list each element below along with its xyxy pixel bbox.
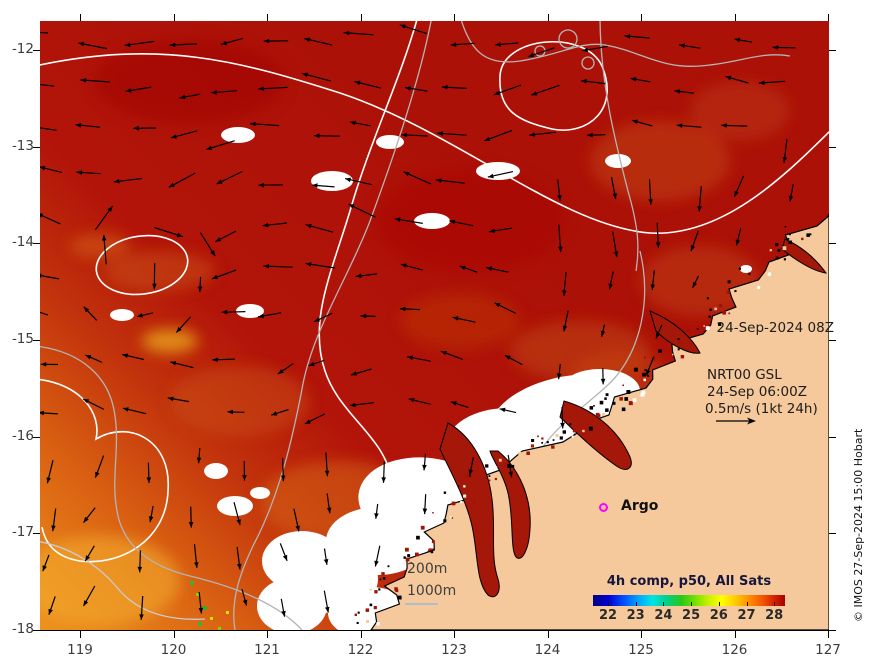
- colorbar-tick-label: 26: [709, 608, 728, 623]
- gulf-waters: [439, 238, 828, 598]
- y-tick-mark: [829, 436, 836, 438]
- y-tick-label: -18: [11, 621, 34, 637]
- x-tick-mark: [360, 631, 362, 638]
- y-tick-label: -12: [11, 41, 34, 57]
- y-tick-mark: [829, 340, 836, 341]
- x-tick-mark: [173, 631, 175, 638]
- x-tick-mark: [734, 631, 736, 638]
- y-tick-mark: [829, 533, 836, 535]
- x-tick-label: 121: [254, 642, 280, 658]
- y-tick-mark: [33, 50, 40, 51]
- argo-label: Argo: [621, 498, 659, 514]
- x-tick-mark: [547, 631, 549, 638]
- x-tick-mark: [360, 14, 362, 21]
- y-tick-mark: [33, 630, 40, 631]
- x-tick-mark: [828, 631, 829, 638]
- colorbar-tick-mark: [746, 602, 748, 606]
- colorbar-tick-mark: [691, 602, 693, 606]
- colorbar-tick-label: 24: [654, 608, 673, 623]
- colorbar-tick-mark: [718, 602, 720, 606]
- y-tick-mark: [33, 243, 40, 245]
- x-axis-line: [40, 630, 830, 631]
- colorbar-title: 4h comp, p50, All Sats: [606, 574, 772, 589]
- y-tick-label: -13: [11, 137, 34, 154]
- y-tick-label: -15: [11, 331, 34, 347]
- x-tick-mark: [80, 631, 81, 638]
- colorbar-tick-label: 25: [682, 608, 701, 623]
- colorbar-tick-mark: [663, 602, 665, 606]
- x-tick-label: 123: [441, 642, 467, 658]
- timestamp-annotation: 24-Sep-2024 08Z: [716, 320, 834, 336]
- y-tick-mark: [33, 533, 40, 535]
- y-tick-label: -14: [11, 234, 34, 251]
- isobath-200-label: 200m: [407, 561, 448, 577]
- colorbar-tick-mark: [608, 602, 609, 606]
- y-tick-mark: [829, 146, 836, 148]
- x-tick-mark: [734, 14, 736, 21]
- colorbar-tick-label: 22: [598, 608, 618, 623]
- y-tick-mark: [33, 340, 40, 341]
- x-tick-mark: [547, 14, 549, 21]
- colorbar-tick-label: 23: [626, 608, 645, 623]
- x-tick-label: 120: [160, 642, 187, 658]
- sea-level-contours: [40, 21, 829, 630]
- x-tick-mark: [828, 14, 829, 21]
- x-tick-label: 126: [721, 642, 748, 658]
- map-canvas: [40, 21, 829, 630]
- product-name-annotation: NRT00 GSL: [707, 367, 782, 383]
- island-speckles: [354, 226, 812, 626]
- y-tick-mark: [829, 243, 836, 245]
- colorbar-tick-mark: [774, 602, 776, 606]
- y-tick-label: -16: [11, 427, 34, 444]
- x-tick-mark: [80, 14, 81, 21]
- x-tick-label: 119: [67, 642, 93, 658]
- x-tick-mark: [641, 631, 642, 638]
- credit-text: © IMOS 27-Sep-2024 15:00 Hobart: [852, 428, 865, 622]
- colorbar-tick-label: 28: [765, 608, 784, 623]
- y-tick-mark: [829, 50, 836, 51]
- colorbar-tick-mark: [635, 602, 637, 606]
- x-tick-mark: [267, 631, 268, 638]
- y-tick-label: -17: [11, 524, 34, 541]
- colorbar-tick-label: 27: [737, 608, 756, 623]
- x-tick-mark: [267, 14, 268, 21]
- x-tick-mark: [454, 631, 455, 638]
- x-tick-label: 125: [628, 642, 654, 658]
- y-tick-mark: [33, 146, 40, 148]
- y-tick-mark: [829, 630, 836, 631]
- isobath-key-line: [405, 603, 438, 605]
- velocity-scale-arrow: [716, 417, 756, 425]
- colorbar: [593, 595, 785, 606]
- map-plot: [40, 21, 829, 630]
- x-tick-mark: [641, 14, 642, 21]
- x-tick-label: 124: [534, 642, 561, 658]
- velocity-scale-annotation: 0.5m/s (1kt 24h): [705, 401, 818, 417]
- y-tick-mark: [33, 436, 40, 438]
- x-tick-mark: [173, 14, 175, 21]
- x-tick-label: 127: [815, 642, 841, 658]
- x-tick-label: 122: [347, 642, 374, 658]
- argo-float-marker: [599, 503, 608, 512]
- x-tick-mark: [454, 14, 455, 21]
- current-arrows: [40, 24, 796, 620]
- product-time-annotation: 24-Sep 06:00Z: [707, 384, 807, 400]
- isobath-1000-label: 1000m: [407, 583, 457, 599]
